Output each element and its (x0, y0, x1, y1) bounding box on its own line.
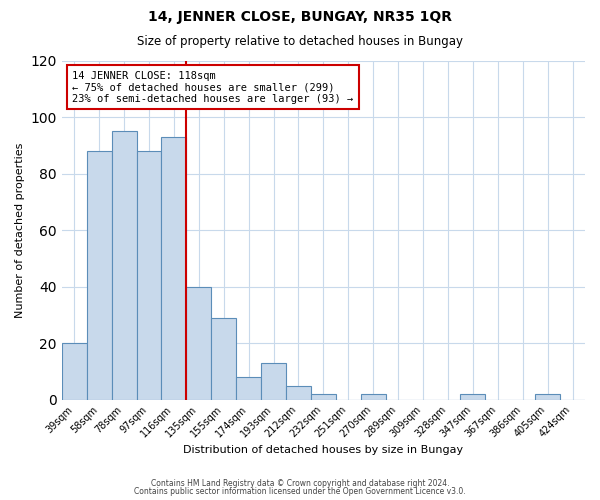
Bar (286, 386, 311, 400)
Bar (112, 131, 137, 400)
Bar (361, 394, 386, 400)
Text: 14 JENNER CLOSE: 118sqm
← 75% of detached houses are smaller (299)
23% of semi-d: 14 JENNER CLOSE: 118sqm ← 75% of detache… (72, 70, 353, 104)
Text: Contains public sector information licensed under the Open Government Licence v3: Contains public sector information licen… (134, 487, 466, 496)
Bar (311, 394, 336, 400)
X-axis label: Distribution of detached houses by size in Bungay: Distribution of detached houses by size … (184, 445, 463, 455)
Bar (261, 363, 286, 400)
Text: Contains HM Land Registry data © Crown copyright and database right 2024.: Contains HM Land Registry data © Crown c… (151, 478, 449, 488)
Bar (187, 286, 211, 400)
Bar (87, 151, 112, 400)
Bar (535, 394, 560, 400)
Bar (137, 151, 161, 400)
Bar (460, 394, 485, 400)
Bar (236, 377, 261, 400)
Text: Size of property relative to detached houses in Bungay: Size of property relative to detached ho… (137, 35, 463, 48)
Bar (62, 343, 87, 400)
Bar (211, 318, 236, 400)
Bar (161, 137, 187, 400)
Text: 14, JENNER CLOSE, BUNGAY, NR35 1QR: 14, JENNER CLOSE, BUNGAY, NR35 1QR (148, 10, 452, 24)
Y-axis label: Number of detached properties: Number of detached properties (15, 142, 25, 318)
